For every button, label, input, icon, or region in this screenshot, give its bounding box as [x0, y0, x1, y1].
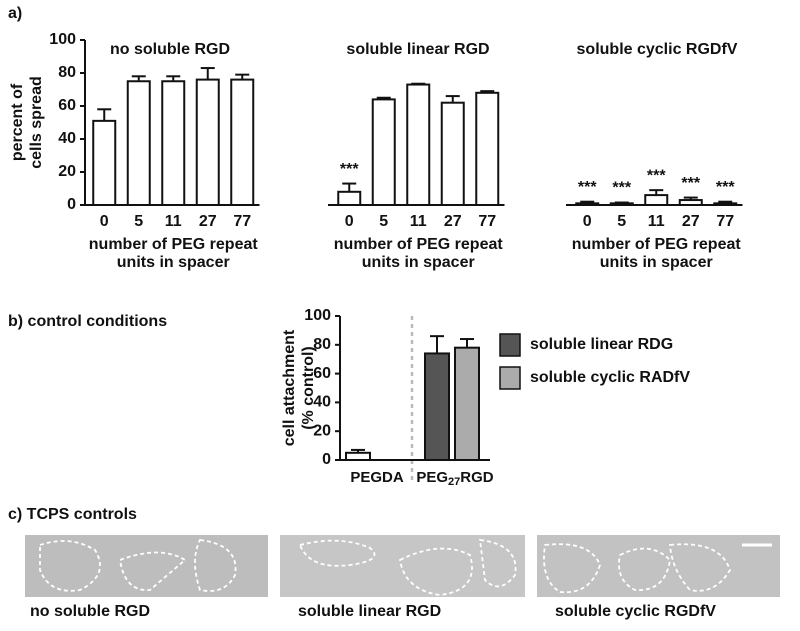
- y-tick-label: 60: [58, 97, 76, 114]
- image-caption: no soluble RGD: [30, 603, 150, 620]
- bar: [230, 78, 255, 206]
- micrograph: [25, 535, 268, 597]
- legend-label: soluble cyclic RADfV: [530, 369, 690, 386]
- y-axis-label: cell attachment: [281, 329, 298, 446]
- y-tick-label: 20: [58, 163, 76, 180]
- bar: [475, 91, 500, 206]
- x-tick-label: 77: [478, 213, 496, 230]
- x-tick-label: 11: [165, 213, 182, 230]
- x-tick-label: 77: [233, 213, 251, 230]
- image-caption: soluble cyclic RGDfV: [555, 603, 716, 620]
- y-tick-label: 80: [313, 336, 331, 353]
- legend-swatch: [499, 366, 521, 390]
- panel-label: a): [8, 5, 22, 22]
- y-tick-label: 0: [322, 451, 331, 468]
- x-tick-label: 0: [583, 213, 592, 230]
- panel-label: b) control conditions: [8, 313, 167, 330]
- x-axis-label: number of PEG repeat: [572, 236, 742, 253]
- y-tick-label: 80: [58, 64, 76, 81]
- significance-label: ***: [340, 161, 359, 178]
- x-axis-label: units in spacer: [362, 254, 475, 271]
- x-tick-label: 27: [199, 213, 217, 230]
- chart-title: soluble linear RGD: [346, 41, 489, 58]
- x-tick-label: 0: [100, 213, 109, 230]
- x-tick-label: 5: [617, 213, 626, 230]
- bar: [454, 346, 480, 461]
- bar: [345, 451, 371, 461]
- cell-outline: [39, 539, 237, 592]
- bar: [126, 80, 151, 206]
- bar: [424, 352, 450, 461]
- y-tick-label: 0: [67, 196, 76, 213]
- bar: [371, 98, 396, 206]
- x-tick-label-part: 27: [448, 476, 460, 488]
- cell-outline: [298, 538, 517, 596]
- bar: [678, 199, 703, 207]
- significance-label: ***: [681, 175, 700, 192]
- chart-title: no soluble RGD: [110, 41, 230, 58]
- y-tick-label: 40: [313, 394, 331, 411]
- x-tick-label: 27: [444, 213, 462, 230]
- x-axis-label: units in spacer: [600, 254, 713, 271]
- x-tick-label: 5: [379, 213, 388, 230]
- image-caption: soluble linear RGD: [298, 603, 441, 620]
- y-tick-label: 20: [313, 422, 331, 439]
- bar: [161, 80, 186, 206]
- significance-label: ***: [647, 167, 666, 184]
- significance-label: ***: [612, 180, 631, 197]
- significance-label: ***: [578, 179, 597, 196]
- bar: [337, 190, 362, 207]
- x-tick-label: 0: [345, 213, 354, 230]
- bar: [575, 202, 600, 207]
- micrograph: [537, 535, 780, 597]
- y-axis-label: (% control): [300, 346, 317, 430]
- panel-label: c) TCPS controls: [8, 506, 137, 523]
- cell-outline: [543, 543, 731, 594]
- x-axis-label: number of PEG repeat: [89, 236, 259, 253]
- y-axis-label: percent of: [9, 83, 26, 161]
- legend-swatch: [499, 333, 521, 357]
- micrograph: [280, 535, 525, 597]
- legend-label: soluble linear RDG: [530, 336, 673, 353]
- bar: [92, 119, 117, 206]
- x-axis-label: number of PEG repeat: [334, 236, 504, 253]
- bar: [440, 101, 465, 206]
- bar: [644, 194, 669, 207]
- x-tick-label-part: PEG: [416, 469, 448, 486]
- x-tick-label: PEG27RGD: [416, 469, 493, 488]
- x-tick-label: PEGDA: [350, 469, 404, 486]
- y-tick-label: 60: [313, 365, 331, 382]
- x-tick-label: 11: [648, 213, 665, 230]
- y-tick-label: 100: [49, 31, 76, 48]
- x-axis-label: units in spacer: [117, 254, 230, 271]
- x-tick-label: 77: [716, 213, 734, 230]
- chart-title: soluble cyclic RGDfV: [577, 41, 738, 58]
- bar: [406, 83, 431, 206]
- y-tick-label: 40: [58, 130, 76, 147]
- y-tick-label: 100: [304, 307, 331, 324]
- micrographs: [25, 535, 780, 597]
- x-tick-label: 5: [134, 213, 143, 230]
- x-tick-label-part: RGD: [460, 469, 494, 486]
- x-tick-label: 11: [410, 213, 427, 230]
- significance-label: ***: [716, 179, 735, 196]
- bar: [195, 78, 220, 206]
- x-tick-label: 27: [682, 213, 700, 230]
- bar: [713, 202, 738, 207]
- bar: [609, 202, 634, 207]
- x-tick-label-part: PEGDA: [350, 469, 404, 486]
- y-axis-label: cells spread: [28, 76, 45, 169]
